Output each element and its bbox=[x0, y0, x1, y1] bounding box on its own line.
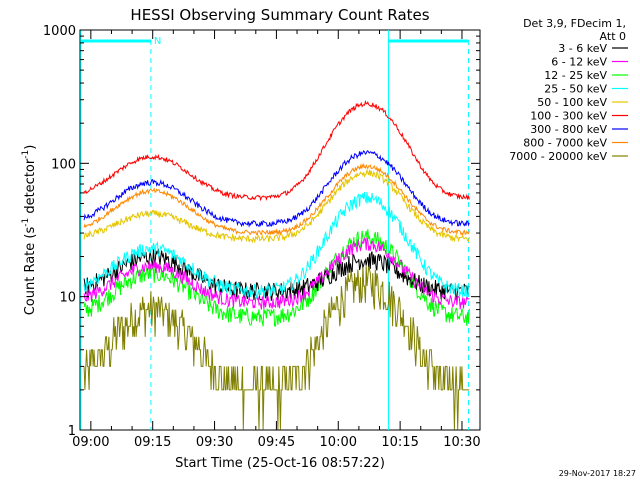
legend-entry-label: 6 - 12 keV bbox=[551, 56, 607, 69]
series-layer bbox=[83, 99, 470, 430]
annotation-layer: N bbox=[80, 30, 469, 430]
series-line bbox=[83, 248, 470, 301]
y-tick-label: 1 bbox=[68, 424, 76, 439]
plot-frame bbox=[79, 29, 481, 431]
series-line bbox=[83, 237, 470, 310]
series-line bbox=[83, 162, 470, 237]
legend-entry-label: 7000 - 20000 keV bbox=[509, 150, 607, 163]
legend-header-line-1: Det 3,9, FDecim 1, bbox=[523, 17, 626, 30]
legend-entry-label: 25 - 50 keV bbox=[544, 83, 607, 96]
x-tick-label: 09:00 bbox=[72, 435, 109, 450]
legend-entry-label: 12 - 25 keV bbox=[544, 69, 607, 82]
x-tick-label: 10:15 bbox=[381, 435, 418, 450]
x-tick-label: 09:45 bbox=[258, 435, 295, 450]
series-line bbox=[83, 229, 470, 327]
series-line bbox=[83, 265, 470, 430]
series-line bbox=[83, 99, 470, 202]
footer-timestamp: 29-Nov-2017 18:27 bbox=[559, 469, 636, 478]
y-tick-label: 10 bbox=[59, 291, 76, 306]
series-line bbox=[83, 191, 470, 299]
chart-title: HESSI Observing Summary Count Rates bbox=[130, 6, 429, 24]
series-line bbox=[83, 168, 470, 244]
legend-entry-label: 100 - 300 keV bbox=[530, 110, 607, 123]
legend-entry-label: 50 - 100 keV bbox=[537, 96, 607, 109]
axis-layer: 09:00 09:15 09:30 09:45 10:00 10:15 10:30 1 10 10… bbox=[43, 24, 481, 450]
y-tick-label: 1000 bbox=[43, 24, 76, 39]
flag-label: N bbox=[154, 36, 161, 47]
x-tick-label: 09:15 bbox=[134, 435, 171, 450]
x-tick-label: 10:00 bbox=[320, 435, 357, 450]
series-line bbox=[83, 149, 470, 228]
x-axis-label: Start Time (25-Oct-16 08:57:22) bbox=[175, 456, 385, 471]
legend-entry-label: 800 - 7000 keV bbox=[523, 137, 607, 150]
x-tick-label: 10:30 bbox=[443, 435, 480, 450]
legend-header-line-2: Att 0 bbox=[600, 30, 626, 43]
x-tick-label: 09:30 bbox=[196, 435, 233, 450]
y-tick-label: 100 bbox=[51, 157, 76, 172]
legend-entry-label: 300 - 800 keV bbox=[530, 123, 607, 136]
legend-entry-label: 3 - 6 keV bbox=[558, 42, 607, 55]
y-axis-label: Count Rate (s-1 detector-1) bbox=[21, 145, 38, 316]
